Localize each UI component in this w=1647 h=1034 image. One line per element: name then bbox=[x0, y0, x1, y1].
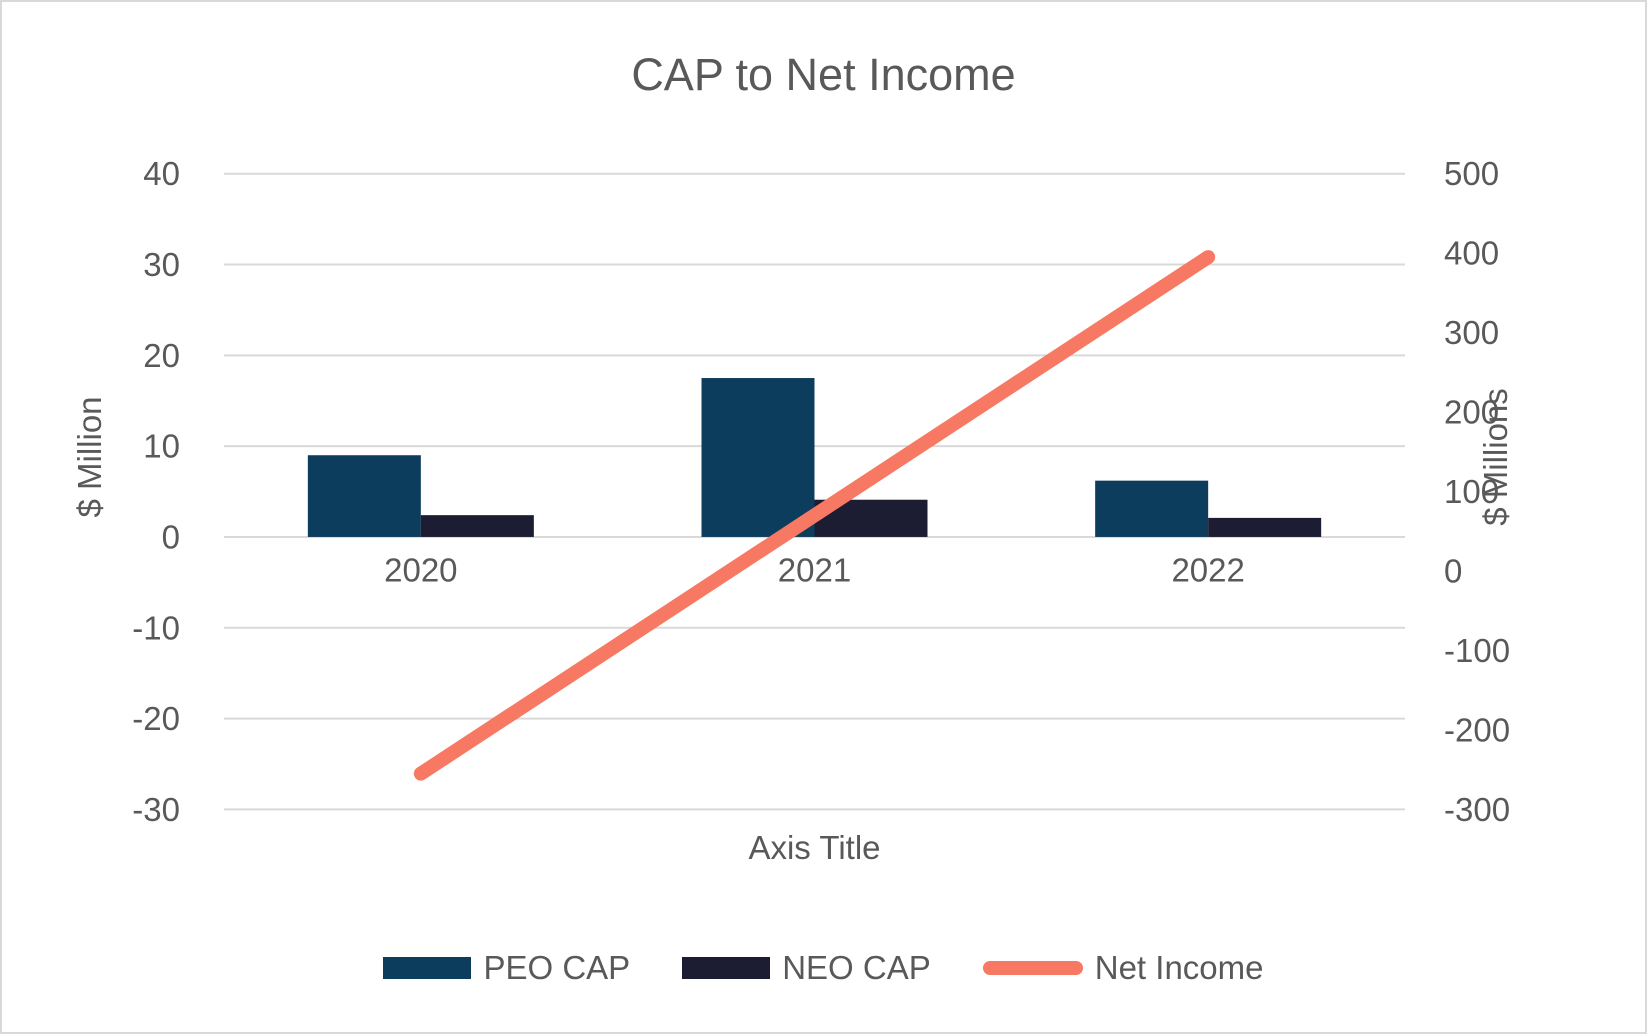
legend-item-peo-cap: PEO CAP bbox=[383, 949, 630, 987]
left-axis-tick: -30 bbox=[132, 791, 180, 828]
left-axis-tick: 40 bbox=[143, 155, 180, 192]
legend-item-net-income: Net Income bbox=[982, 949, 1264, 987]
net-income-swatch bbox=[982, 961, 1083, 975]
right-axis-tick: -200 bbox=[1444, 711, 1510, 748]
neo-cap-swatch bbox=[682, 957, 771, 979]
right-axis-tick: 200 bbox=[1444, 394, 1499, 431]
right-axis-tick: 0 bbox=[1444, 553, 1462, 590]
right-axis-tick: -300 bbox=[1444, 791, 1510, 828]
bar-neo-cap bbox=[420, 515, 534, 537]
left-axis-title: $ Million bbox=[71, 396, 108, 518]
left-axis-tick: 30 bbox=[143, 246, 180, 283]
bar-peo-cap bbox=[701, 378, 815, 537]
left-axis-tick: 0 bbox=[162, 518, 180, 555]
right-axis-title: $ Millions bbox=[1477, 388, 1514, 526]
line-net-income bbox=[413, 250, 1216, 781]
bar-peo-cap bbox=[1095, 480, 1209, 537]
right-axis-tick: 300 bbox=[1444, 314, 1499, 351]
right-axis-tick: -100 bbox=[1444, 632, 1510, 669]
chart-title: CAP to Net Income bbox=[631, 49, 1016, 100]
right-axis-tick: 100 bbox=[1444, 473, 1499, 510]
x-axis-category: 2020 bbox=[384, 552, 457, 589]
x-axis-category: 2021 bbox=[778, 552, 851, 589]
legend-label-peo-cap: PEO CAP bbox=[483, 949, 631, 986]
legend-item-neo-cap: NEO CAP bbox=[682, 949, 931, 987]
right-axis-tick: 400 bbox=[1444, 235, 1499, 272]
left-axis-tick: 10 bbox=[143, 428, 180, 465]
legend-label-neo-cap: NEO CAP bbox=[782, 949, 931, 986]
right-axis-tick: 500 bbox=[1444, 155, 1499, 192]
x-axis-title: Axis Title bbox=[748, 829, 881, 866]
bar-peo-cap bbox=[307, 455, 421, 537]
legend-label-net-income: Net Income bbox=[1094, 949, 1264, 986]
left-axis-tick: -20 bbox=[132, 700, 180, 737]
bar-neo-cap bbox=[1208, 517, 1322, 537]
x-axis-category: 2022 bbox=[1171, 552, 1244, 589]
legend: PEO CAP NEO CAP Net Income bbox=[2, 949, 1645, 987]
peo-cap-swatch bbox=[383, 957, 472, 979]
left-axis-tick: -10 bbox=[132, 609, 180, 646]
left-axis-tick: 20 bbox=[143, 337, 180, 374]
